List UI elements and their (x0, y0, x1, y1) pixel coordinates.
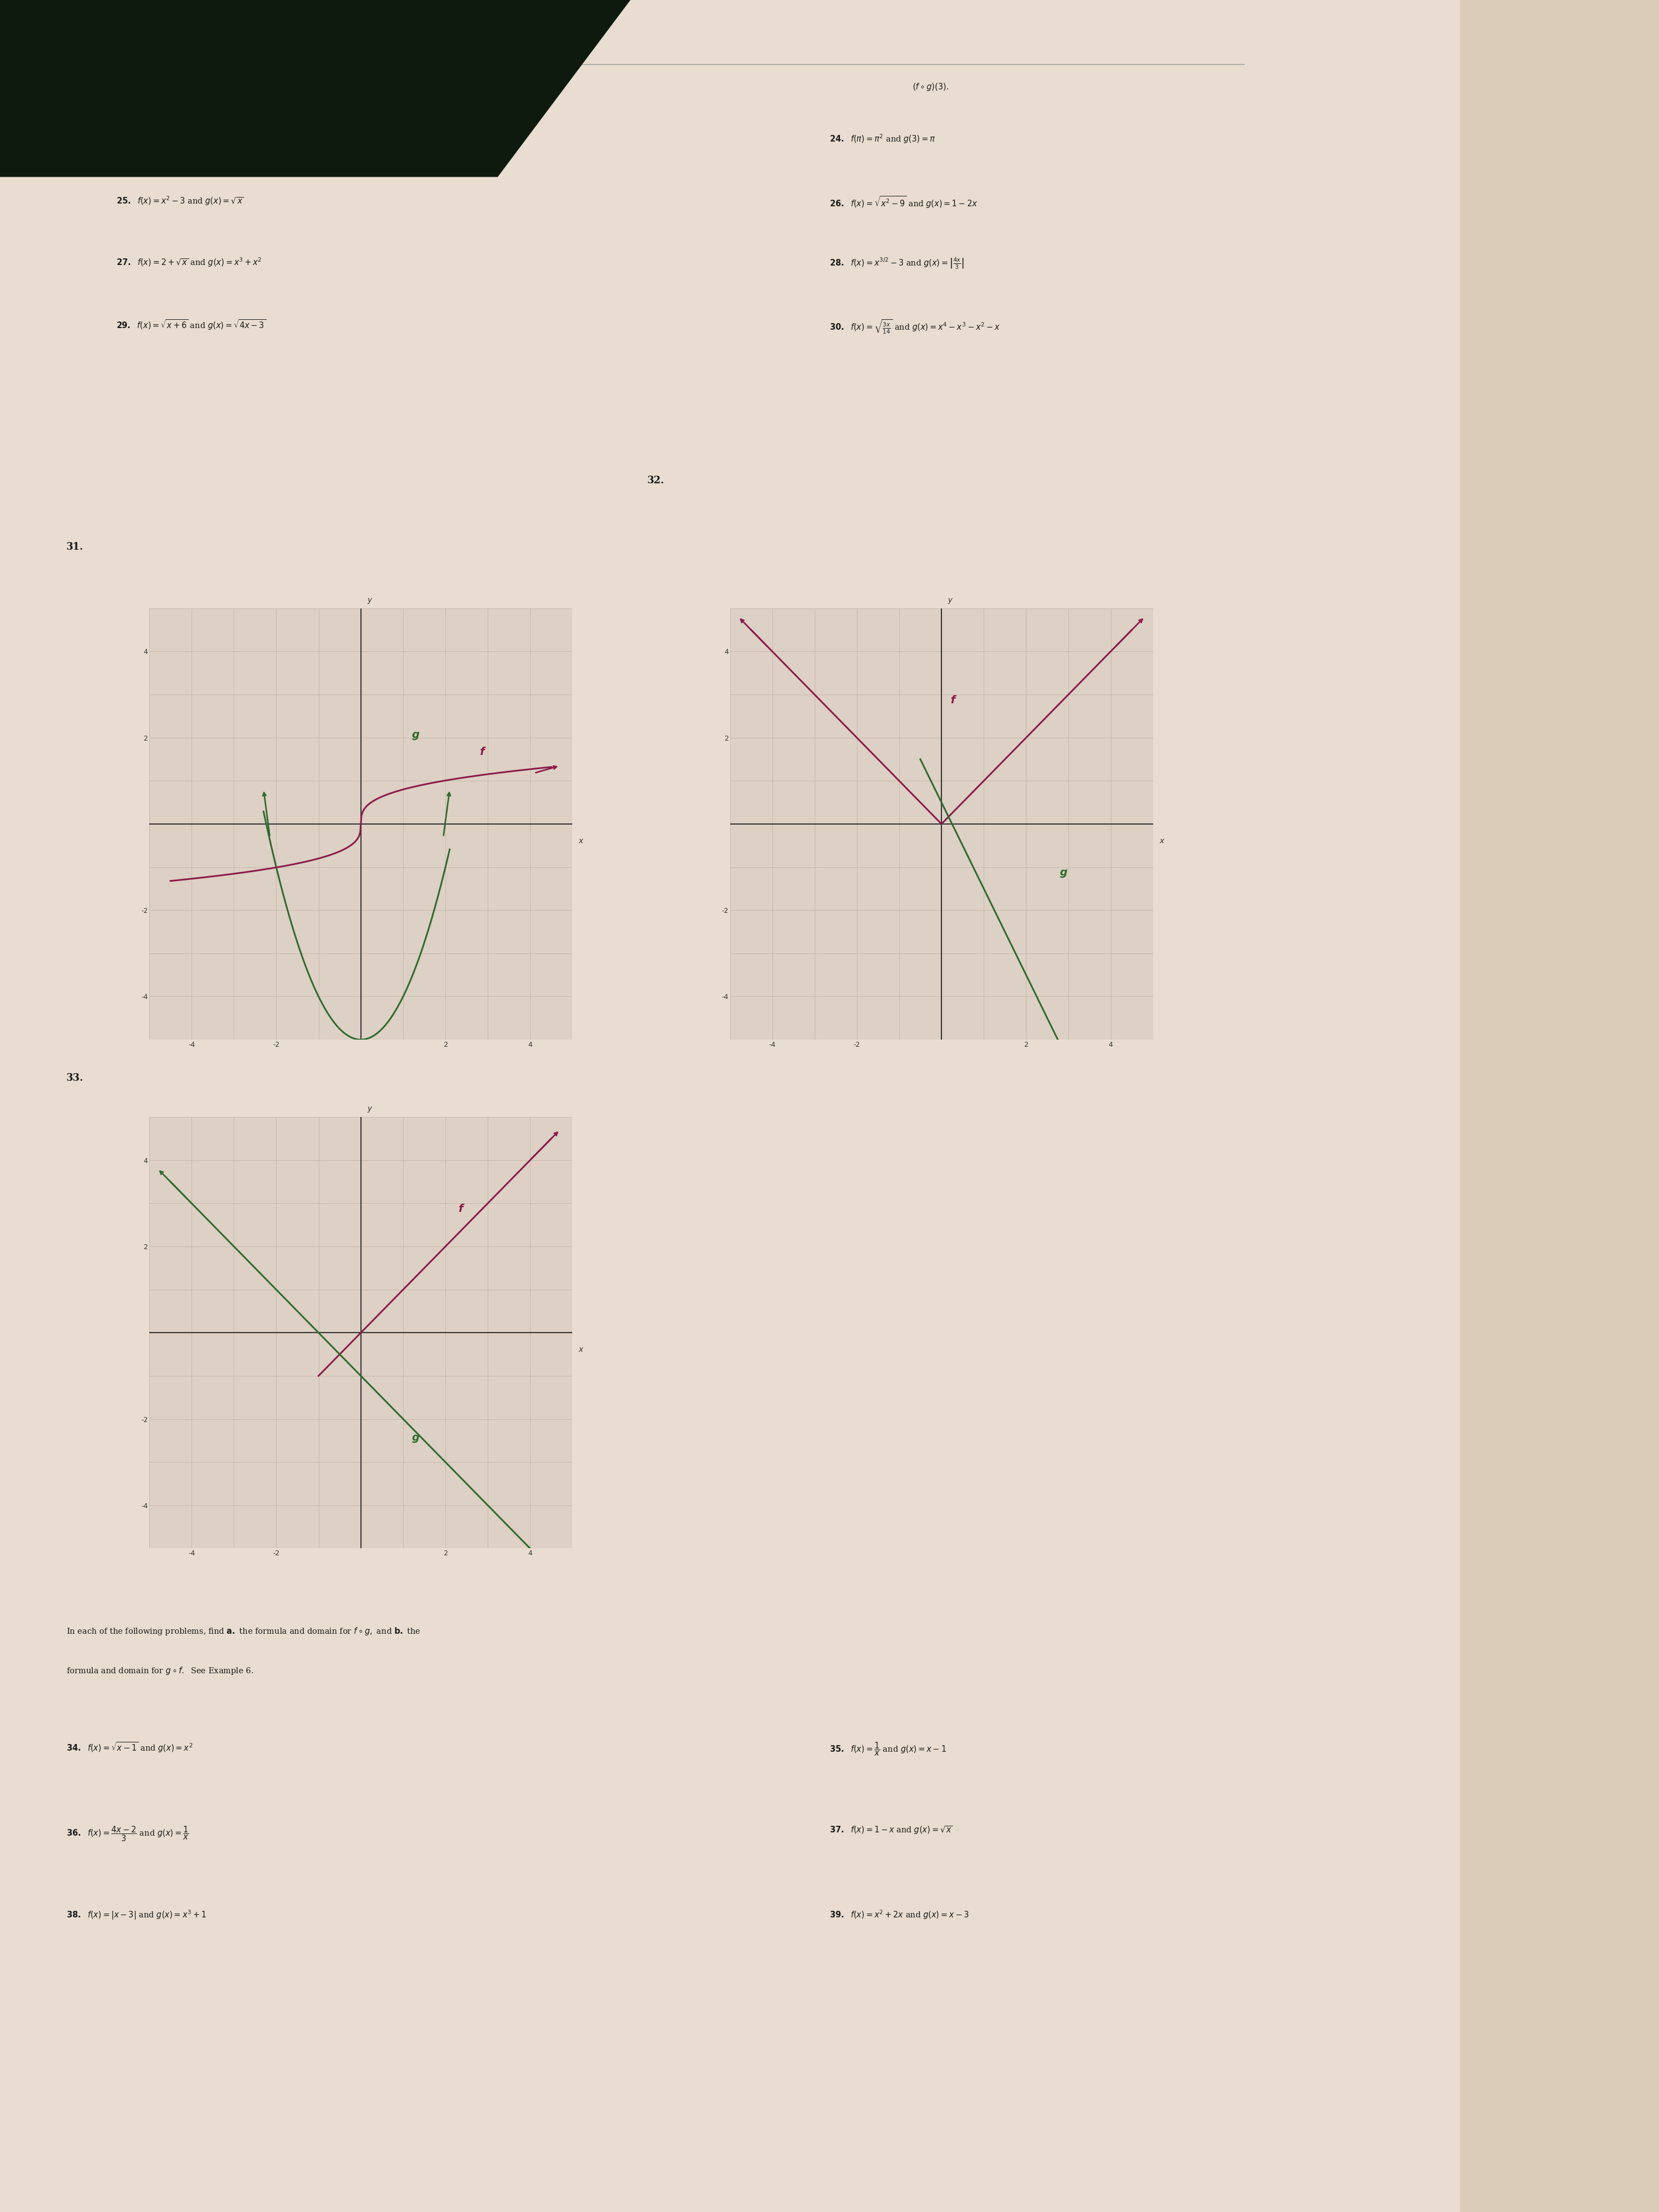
Text: In each of the following problems, use the information given to determine: In each of the following problems, use t… (116, 88, 418, 95)
Text: f: f (479, 748, 484, 757)
Text: formula and domain for $g \circ f.$  See Example 6.: formula and domain for $g \circ f.$ See … (66, 1666, 254, 1677)
Text: $\mathbf{23.}$  $f(-5)= 2$ and $g(3)= -5$: $\mathbf{23.}$ $f(-5)= 2$ and $g(3)= -5$ (116, 133, 234, 144)
Text: f: f (951, 695, 954, 706)
Text: $\mathbf{29.}$  $f(x)= \sqrt{x+6}$ and $g(x)= \sqrt{4x-3}$: $\mathbf{29.}$ $f(x)= \sqrt{x+6}$ and $g… (116, 319, 265, 332)
Text: y: y (947, 597, 952, 604)
Text: $\mathbf{39.}$  $f(x)= x^2+2x$ and $g(x)= x-3$: $\mathbf{39.}$ $f(x)= x^2+2x$ and $g(x)=… (830, 1909, 969, 1920)
Text: g: g (1060, 867, 1068, 878)
Text: $\mathbf{30.}$  $f(x)= \sqrt{\frac{3x}{14}}$ and $g(x)= x^4-x^3-x^2-x$: $\mathbf{30.}$ $f(x)= \sqrt{\frac{3x}{14… (830, 319, 1000, 336)
Text: $\mathbf{34.}$  $f(x)= \sqrt{x-1}$ and $g(x)= x^2$: $\mathbf{34.}$ $f(x)= \sqrt{x-1}$ and $g… (66, 1741, 192, 1754)
Text: y: y (367, 597, 372, 604)
Polygon shape (0, 0, 630, 177)
Text: 33.: 33. (66, 1073, 83, 1082)
Text: x: x (579, 1345, 584, 1354)
Text: $\mathbf{36.}$  $f(x)= \dfrac{4x-2}{3}$ and $g(x)= \dfrac{1}{x}$: $\mathbf{36.}$ $f(x)= \dfrac{4x-2}{3}$ a… (66, 1825, 189, 1843)
Text: g: g (411, 1433, 420, 1442)
Polygon shape (1460, 0, 1659, 2212)
Text: 31.: 31. (66, 542, 83, 551)
Text: $\mathbf{24.}$  $f(\pi)= \pi^2$ and $g(3)= \pi$: $\mathbf{24.}$ $f(\pi)= \pi^2$ and $g(3)… (830, 133, 936, 144)
Text: $\mathbf{28.}$  $f(x)= x^{3/2}-3$ and $g(x)= \left|\frac{4x}{3}\right|$: $\mathbf{28.}$ $f(x)= x^{3/2}-3$ and $g(… (830, 257, 964, 270)
Text: f: f (458, 1203, 463, 1214)
Text: $\mathbf{25.}$  $f(x)= x^2-3$ and $g(x)= \sqrt{x}$: $\mathbf{25.}$ $f(x)= x^2-3$ and $g(x)= … (116, 195, 244, 206)
Text: $\mathbf{38.}$  $f(x)= |x-3|$ and $g(x)= x^3+1$: $\mathbf{38.}$ $f(x)= |x-3|$ and $g(x)= … (66, 1909, 206, 1922)
Text: $\mathbf{27.}$  $f(x)= 2+\sqrt{x}$ and $g(x)= x^3+x^2$: $\mathbf{27.}$ $f(x)= 2+\sqrt{x}$ and $g… (116, 257, 262, 268)
Text: $(f \circ g)(3).$: $(f \circ g)(3).$ (912, 82, 949, 93)
Text: 32.: 32. (647, 476, 664, 484)
Text: In each of the following problems, find $\mathbf{a.}$ the formula and domain for: In each of the following problems, find … (66, 1626, 421, 1637)
Text: See Examples 4 and 5.: See Examples 4 and 5. (116, 108, 209, 115)
Text: $\mathbf{37.}$  $f(x)= 1-x$ and $g(x)= \sqrt{x}$: $\mathbf{37.}$ $f(x)= 1-x$ and $g(x)= \s… (830, 1825, 952, 1836)
Text: g: g (411, 730, 420, 739)
Text: $\mathbf{35.}$  $f(x)= \dfrac{1}{x}$ and $g(x)= x-1$: $\mathbf{35.}$ $f(x)= \dfrac{1}{x}$ and … (830, 1741, 946, 1756)
Text: y: y (367, 1106, 372, 1113)
Text: x: x (1160, 836, 1165, 845)
Text: Chapter 3: Chapter 3 (66, 49, 121, 58)
Text: $\mathbf{26.}$  $f(x)= \sqrt{x^2-9}$ and $g(x)= 1-2x$: $\mathbf{26.}$ $f(x)= \sqrt{x^2-9}$ and … (830, 195, 977, 210)
Text: x: x (579, 836, 584, 845)
